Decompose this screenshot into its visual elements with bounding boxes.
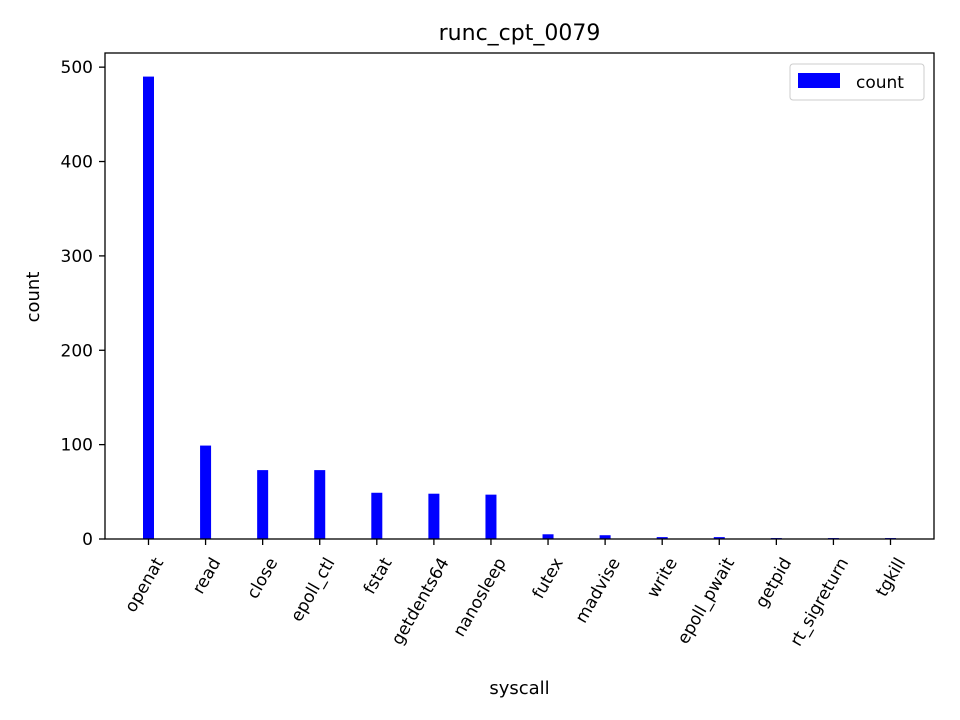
bar <box>428 493 440 539</box>
bar <box>599 535 611 539</box>
y-tick-label: 200 <box>61 341 93 361</box>
legend: count <box>789 63 925 101</box>
bar <box>257 470 269 539</box>
bar <box>656 537 668 539</box>
x-axis-label: syscall <box>489 678 549 699</box>
legend-label: count <box>856 73 904 93</box>
bar <box>485 494 497 539</box>
legend-swatch <box>798 73 840 88</box>
bar <box>200 445 212 539</box>
bar <box>542 534 554 539</box>
y-axis-label: count <box>23 272 44 323</box>
y-tick-label: 300 <box>61 247 93 267</box>
y-tick-label: 100 <box>61 436 93 456</box>
bar <box>314 470 326 539</box>
bar <box>713 537 725 539</box>
bar <box>371 492 383 539</box>
y-tick-label: 500 <box>61 58 93 78</box>
chart-title: runc_cpt_0079 <box>439 21 601 46</box>
y-tick-label: 400 <box>61 153 93 173</box>
plot-frame <box>104 52 935 540</box>
bar <box>143 76 154 540</box>
y-tick-label: 0 <box>82 530 93 550</box>
